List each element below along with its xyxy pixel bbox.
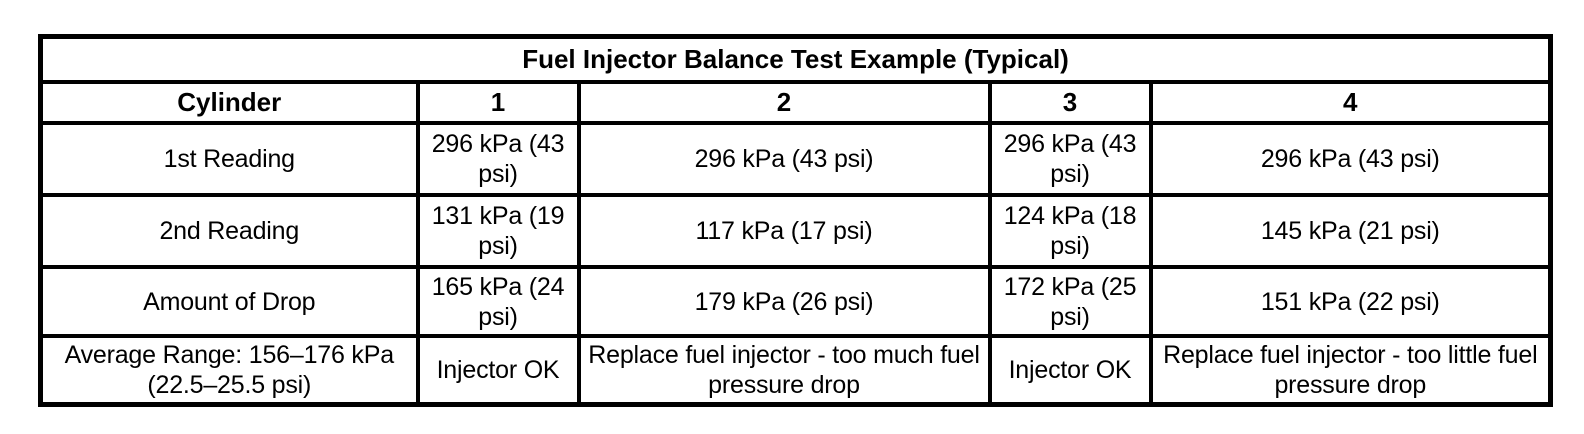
cell-1st-reading-cyl4: 296 kPa (43 psi) xyxy=(1148,121,1553,197)
cell-2nd-reading-cyl3: 124 kPa (18 psi) xyxy=(987,193,1153,269)
cell-2nd-reading-cyl1: 131 kPa (19 psi) xyxy=(415,193,581,269)
cell-diagnosis-cyl3: Injector OK xyxy=(987,334,1153,407)
cell-drop-cyl2: 179 kPa (26 psi) xyxy=(576,265,992,338)
header-cylinder-1: 1 xyxy=(415,80,581,125)
cell-drop-cyl3: 172 kPa (25 psi) xyxy=(987,265,1153,338)
cell-drop-cyl4: 151 kPa (22 psi) xyxy=(1148,265,1553,338)
header-cylinder-3: 3 xyxy=(987,80,1153,125)
table-title: Fuel Injector Balance Test Example (Typi… xyxy=(38,34,1553,84)
header-cylinder-4: 4 xyxy=(1148,80,1553,125)
cell-1st-reading-cyl1: 296 kPa (43 psi) xyxy=(415,121,581,197)
cell-2nd-reading-cyl4: 145 kPa (21 psi) xyxy=(1148,193,1553,269)
cell-1st-reading-cyl3: 296 kPa (43 psi) xyxy=(987,121,1153,197)
title-row: Fuel Injector Balance Test Example (Typi… xyxy=(38,34,1553,84)
cell-diagnosis-cyl1: Injector OK xyxy=(415,334,581,407)
table-row-diagnosis: Average Range: 156–176 kPa (22.5–25.5 ps… xyxy=(38,334,1553,407)
row-label-average-range: Average Range: 156–176 kPa (22.5–25.5 ps… xyxy=(38,334,420,407)
cell-drop-cyl1: 165 kPa (24 psi) xyxy=(415,265,581,338)
row-label-1st-reading: 1st Reading xyxy=(38,121,420,197)
cell-diagnosis-cyl2: Replace fuel injector - too much fuel pr… xyxy=(576,334,992,407)
table-row-2nd-reading: 2nd Reading 131 kPa (19 psi) 117 kPa (17… xyxy=(38,193,1553,269)
table-row-1st-reading: 1st Reading 296 kPa (43 psi) 296 kPa (43… xyxy=(38,121,1553,197)
cell-2nd-reading-cyl2: 117 kPa (17 psi) xyxy=(576,193,992,269)
header-cylinder-2: 2 xyxy=(576,80,992,125)
table-row-amount-of-drop: Amount of Drop 165 kPa (24 psi) 179 kPa … xyxy=(38,265,1553,338)
row-label-2nd-reading: 2nd Reading xyxy=(38,193,420,269)
cell-diagnosis-cyl4: Replace fuel injector - too little fuel … xyxy=(1148,334,1553,407)
fuel-injector-balance-table: Fuel Injector Balance Test Example (Typi… xyxy=(38,34,1554,407)
row-label-amount-of-drop: Amount of Drop xyxy=(38,265,420,338)
cell-1st-reading-cyl2: 296 kPa (43 psi) xyxy=(576,121,992,197)
header-cylinder: Cylinder xyxy=(38,80,420,125)
header-row: Cylinder 1 2 3 4 xyxy=(38,80,1553,125)
